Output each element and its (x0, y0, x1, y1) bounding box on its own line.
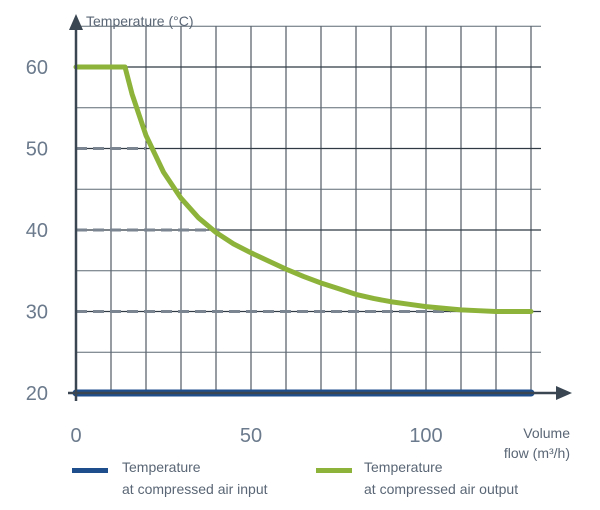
y-axis-arrow-icon (69, 14, 83, 30)
x-tick-label: 100 (409, 425, 442, 447)
series-line-output (73, 64, 534, 314)
legend-label-input-line2: at compressed air input (122, 481, 268, 497)
x-tick-label: 0 (70, 425, 81, 447)
legend-swatch-output (316, 468, 352, 473)
legend-label-input-line1: Temperature (122, 459, 201, 475)
axes (68, 14, 572, 401)
legend-label-output-line2: at compressed air output (364, 481, 519, 497)
legend-label-output: Temperature at compressed air output (364, 456, 518, 500)
x-tick-label: 50 (240, 425, 262, 447)
y-tick-label: 20 (26, 383, 48, 405)
y-axis-title: Temperature (°C) (86, 13, 194, 29)
y-tick-label: 50 (26, 139, 48, 161)
legend-swatch-input (72, 468, 108, 473)
x-axis-title-line2: flow (m³/h) (504, 445, 570, 461)
y-tick-label: 40 (26, 220, 48, 242)
x-axis-arrow-icon (556, 386, 572, 400)
tick-labels: 20 30 40 50 60 0 50 100 (26, 57, 443, 447)
y-tick-label: 60 (26, 57, 48, 79)
legend-label-input: Temperature at compressed air input (122, 456, 268, 500)
legend-label-output-line1: Temperature (364, 459, 443, 475)
y-tick-label: 30 (26, 302, 48, 324)
grid-lines (75, 25, 541, 393)
reference-lines (76, 147, 451, 313)
x-axis-title-line1: Volume (523, 425, 570, 441)
